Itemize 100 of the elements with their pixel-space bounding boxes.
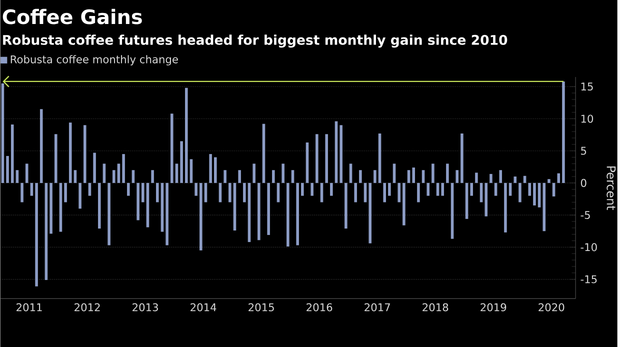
bar xyxy=(475,172,478,183)
bar xyxy=(484,182,488,216)
bar xyxy=(238,170,241,183)
bar xyxy=(354,182,357,202)
bar xyxy=(557,173,560,183)
bar xyxy=(214,157,217,183)
bar xyxy=(59,182,62,232)
bar xyxy=(6,156,9,183)
bar xyxy=(16,170,19,183)
bar xyxy=(262,124,266,183)
bar xyxy=(117,164,120,183)
bar xyxy=(542,182,546,231)
bar xyxy=(243,182,246,202)
bar xyxy=(514,176,517,183)
bar xyxy=(10,124,14,183)
bar xyxy=(233,182,236,230)
bar xyxy=(450,182,454,239)
bar xyxy=(83,124,86,183)
bar xyxy=(156,182,159,202)
bar xyxy=(170,113,174,183)
bar xyxy=(412,167,415,183)
bar xyxy=(141,182,144,202)
bar xyxy=(441,182,444,196)
bar xyxy=(136,182,140,220)
bar xyxy=(378,133,382,183)
bar xyxy=(552,182,556,196)
bar xyxy=(374,170,376,183)
bar xyxy=(88,182,92,196)
bar xyxy=(132,170,135,183)
bar xyxy=(392,164,396,183)
y-tick-label: 0 xyxy=(580,178,586,187)
x-tick-label: 2012 xyxy=(74,303,100,312)
bar xyxy=(200,182,202,250)
bar xyxy=(151,170,154,183)
bar xyxy=(248,182,251,242)
x-tick-label: 2011 xyxy=(16,303,42,312)
bar xyxy=(93,152,96,183)
bar xyxy=(44,182,48,280)
legend-label: Robusta coffee monthly change xyxy=(10,54,178,66)
bar xyxy=(456,170,459,183)
bar xyxy=(562,81,565,183)
bar xyxy=(185,88,188,183)
bar xyxy=(25,164,28,183)
bar xyxy=(417,182,420,202)
bar xyxy=(258,182,260,240)
x-tick-label: 2014 xyxy=(190,303,216,312)
x-tick-label: 2020 xyxy=(538,303,564,312)
bar xyxy=(383,182,386,202)
bar xyxy=(194,182,198,196)
bar xyxy=(166,182,168,246)
bar xyxy=(108,182,110,246)
bar xyxy=(460,133,464,183)
bar xyxy=(20,182,24,202)
bar xyxy=(499,170,502,183)
bar xyxy=(291,170,294,183)
bar xyxy=(310,182,314,196)
bar xyxy=(436,182,440,196)
bar xyxy=(122,154,125,183)
bar xyxy=(306,142,309,183)
bar xyxy=(446,164,449,183)
bar xyxy=(126,182,130,196)
bar xyxy=(98,182,101,228)
bar xyxy=(68,122,72,183)
bar xyxy=(228,182,232,202)
bar xyxy=(282,164,284,183)
bar xyxy=(35,182,38,286)
y-tick-label: -15 xyxy=(580,275,597,284)
bar xyxy=(40,108,43,183)
bar xyxy=(180,141,183,183)
bar xyxy=(146,182,150,228)
chart-title: Coffee Gains xyxy=(2,8,142,24)
bar xyxy=(286,182,290,246)
bar xyxy=(432,164,434,183)
bar xyxy=(190,159,193,183)
bar xyxy=(508,182,512,196)
x-tick-label: 2013 xyxy=(132,303,158,312)
y-tick-label: 10 xyxy=(581,114,594,123)
bar xyxy=(340,124,342,183)
bar xyxy=(30,182,34,196)
bar xyxy=(112,170,116,183)
bar xyxy=(50,182,52,234)
bar xyxy=(160,182,164,232)
x-tick-label: 2017 xyxy=(364,303,390,312)
bar xyxy=(296,182,299,246)
x-tick-label: 2018 xyxy=(422,303,448,312)
bar xyxy=(465,182,468,219)
bar xyxy=(175,164,178,183)
bar xyxy=(74,170,77,183)
bar xyxy=(494,182,498,196)
y-tick-label: 15 xyxy=(581,82,593,90)
x-tick-label: 2019 xyxy=(480,303,506,312)
bar xyxy=(78,182,82,208)
bar xyxy=(325,134,328,183)
bar xyxy=(344,182,348,228)
bar xyxy=(349,164,352,183)
bar xyxy=(330,182,333,196)
bar xyxy=(426,182,430,196)
bar xyxy=(470,182,474,196)
bar xyxy=(402,182,406,226)
bar xyxy=(316,134,318,183)
